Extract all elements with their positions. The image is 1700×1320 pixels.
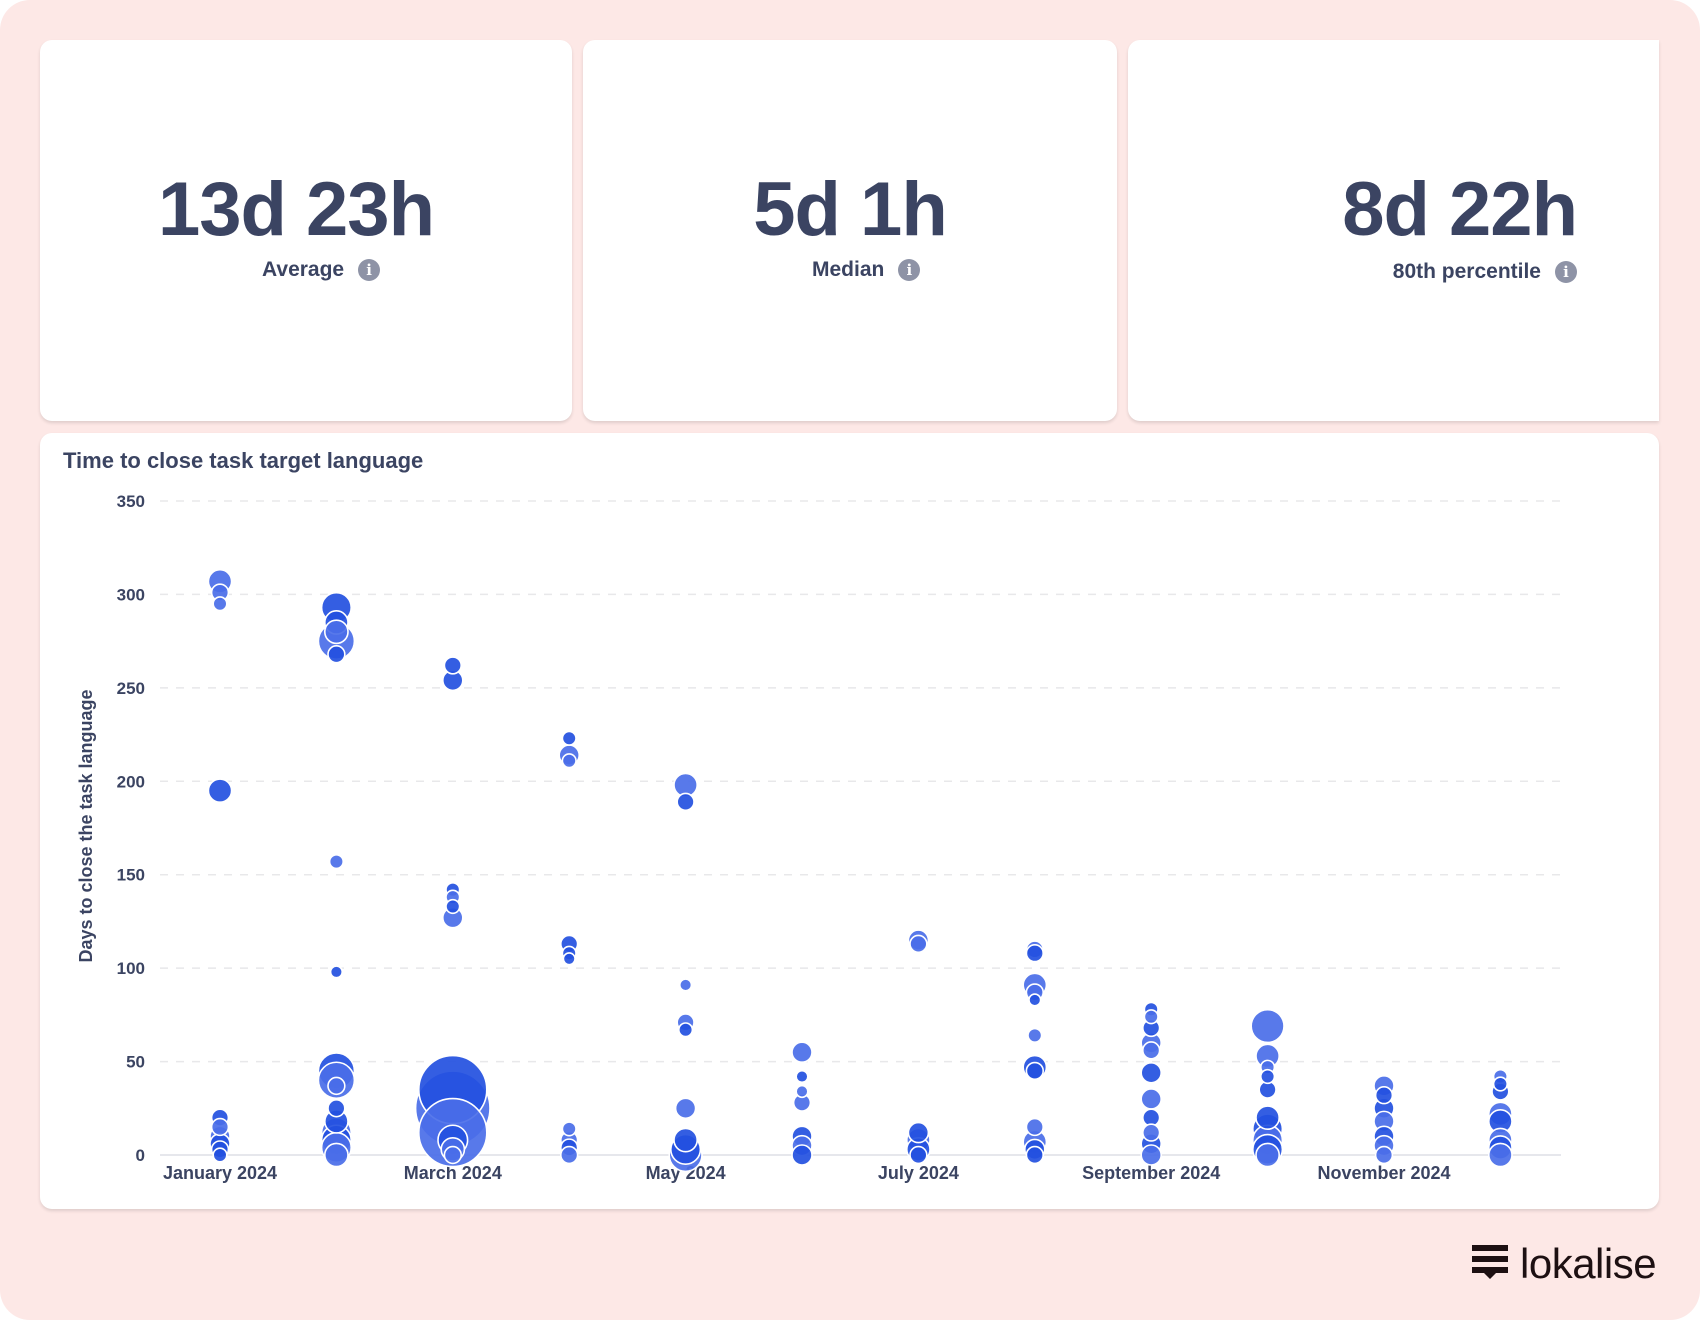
data-bubble[interactable] — [673, 1127, 699, 1153]
brand-name: lokalise — [1520, 1240, 1657, 1287]
data-bubble[interactable] — [443, 656, 462, 675]
data-bubble[interactable] — [1255, 1105, 1281, 1131]
data-bubble[interactable] — [328, 854, 345, 870]
info-icon[interactable]: i — [1555, 261, 1577, 283]
stat-value: 13d 23h — [157, 167, 435, 252]
stat-value: 8d 22h — [1342, 167, 1578, 252]
x-tick-label: January 2024 — [163, 1163, 277, 1183]
y-tick-label: 300 — [117, 585, 145, 604]
data-bubble[interactable] — [327, 1099, 346, 1118]
data-bubble[interactable] — [1250, 1008, 1285, 1044]
lokalise-logo-icon — [1472, 1245, 1508, 1279]
data-bubble[interactable] — [909, 934, 928, 954]
y-tick-label: 50 — [126, 1053, 145, 1072]
data-bubble[interactable] — [323, 619, 349, 645]
data-bubble[interactable] — [791, 1144, 813, 1166]
data-bubble[interactable] — [1141, 1041, 1161, 1060]
stat-label: Median i — [812, 258, 921, 282]
data-bubble[interactable] — [207, 778, 233, 804]
y-tick-label: 250 — [117, 679, 145, 698]
data-bubble[interactable] — [1028, 993, 1042, 1007]
data-bubble[interactable] — [212, 596, 228, 612]
data-bubble[interactable] — [909, 1145, 928, 1165]
data-bubble[interactable] — [676, 792, 695, 812]
x-tick-label: May 2024 — [646, 1163, 726, 1183]
stat-card-80th-percentile: 8d 22h 80th percentile i — [1128, 40, 1659, 421]
stat-value: 5d 1h — [753, 167, 948, 252]
data-bubble[interactable] — [1492, 1076, 1508, 1092]
data-bubble[interactable] — [1140, 1144, 1162, 1166]
y-tick-label: 150 — [117, 866, 145, 885]
data-bubble[interactable] — [1143, 1009, 1159, 1025]
data-bubble[interactable] — [212, 1147, 228, 1163]
data-bubble[interactable] — [559, 1145, 579, 1165]
data-bubble[interactable] — [329, 965, 344, 979]
data-bubble[interactable] — [561, 730, 577, 746]
stat-card-median: 5d 1h Median i — [583, 40, 1117, 421]
data-bubble[interactable] — [795, 1084, 809, 1099]
data-bubble[interactable] — [791, 1041, 813, 1064]
info-icon[interactable]: i — [358, 259, 381, 281]
data-bubble[interactable] — [1025, 1145, 1045, 1165]
data-bubble[interactable] — [907, 1121, 930, 1144]
data-bubble[interactable] — [445, 898, 461, 915]
x-tick-label: March 2024 — [404, 1163, 502, 1183]
data-bubble[interactable] — [1374, 1086, 1394, 1105]
data-bubble[interactable] — [1140, 1061, 1162, 1084]
data-bubble[interactable] — [1488, 1142, 1513, 1168]
data-bubble[interactable] — [561, 753, 577, 769]
data-bubble[interactable] — [678, 978, 693, 992]
data-bubble[interactable] — [1025, 943, 1045, 963]
data-bubble[interactable] — [795, 1069, 809, 1084]
y-tick-label: 200 — [117, 772, 145, 791]
info-icon[interactable]: i — [898, 259, 921, 281]
data-bubble[interactable] — [1025, 1061, 1045, 1081]
data-bubble[interactable] — [1141, 1123, 1161, 1142]
data-bubble[interactable] — [327, 1076, 346, 1096]
y-tick-label: 100 — [117, 959, 145, 978]
chart-title: Time to close task target language — [63, 448, 424, 473]
data-bubble[interactable] — [1255, 1142, 1281, 1168]
y-tick-label: 350 — [117, 492, 145, 511]
stat-label-text: Median — [812, 258, 885, 281]
data-bubble[interactable] — [323, 1142, 349, 1168]
lokalise-logo: lokalise — [1472, 1240, 1657, 1288]
data-bubble[interactable] — [677, 1022, 694, 1038]
data-bubble[interactable] — [1374, 1145, 1394, 1165]
data-bubble[interactable] — [1140, 1088, 1162, 1110]
y-axis-label: Days to close the task language — [76, 689, 96, 962]
data-bubble[interactable] — [674, 1097, 697, 1120]
x-tick-label: September 2024 — [1082, 1163, 1220, 1183]
stat-label: Average i — [262, 258, 381, 282]
data-bubble[interactable] — [1025, 1117, 1045, 1137]
data-bubble[interactable] — [562, 952, 576, 966]
data-bubble[interactable] — [443, 1145, 462, 1165]
data-bubble[interactable] — [210, 1117, 230, 1137]
y-tick-label: 0 — [136, 1146, 145, 1165]
stat-card-average: 13d 23h Average i — [40, 40, 572, 421]
x-tick-label: November 2024 — [1317, 1163, 1450, 1183]
x-tick-label: July 2024 — [878, 1163, 959, 1183]
data-bubble[interactable] — [1027, 1027, 1043, 1044]
stat-label-text: Average — [262, 258, 345, 281]
data-bubble[interactable] — [327, 645, 346, 664]
data-bubble[interactable] — [561, 1121, 577, 1137]
stat-label: 80th percentile i — [1393, 260, 1577, 284]
data-bubble[interactable] — [1259, 1068, 1276, 1085]
stat-label-text: 80th percentile — [1392, 260, 1541, 283]
